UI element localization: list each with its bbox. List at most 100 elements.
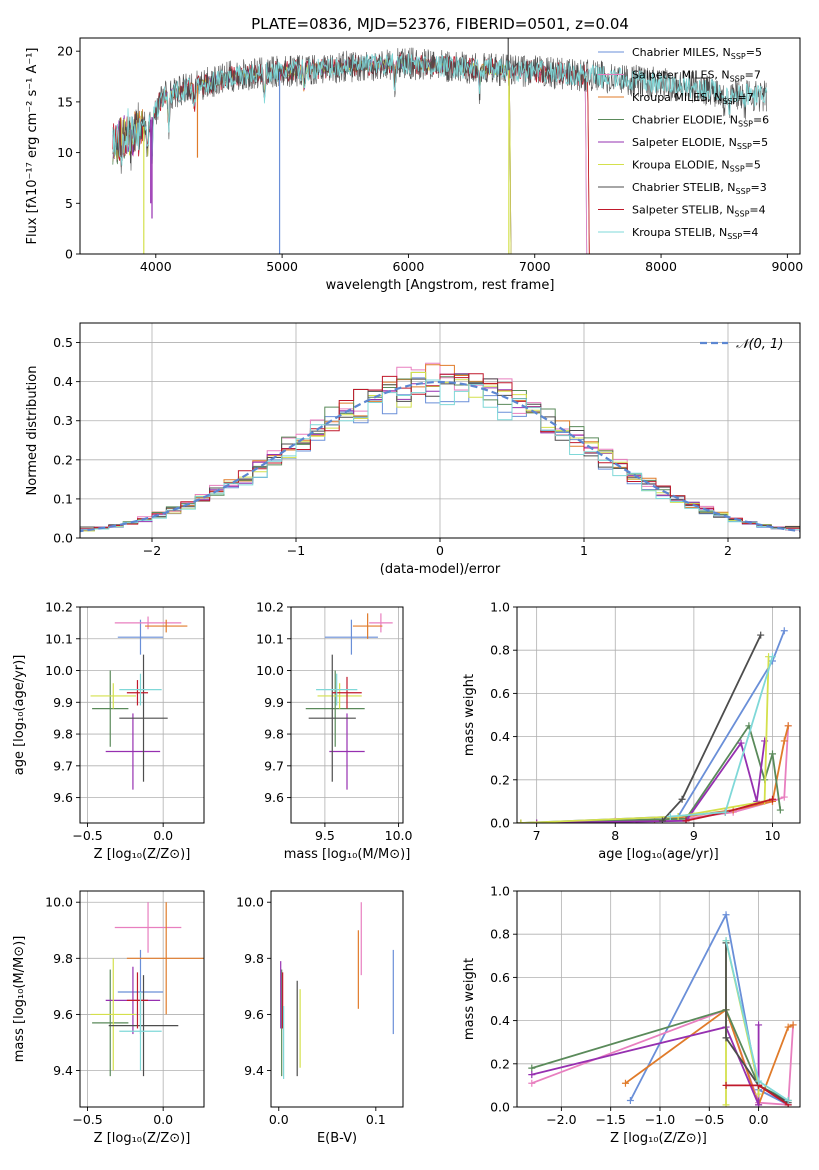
weight-marker — [784, 1023, 792, 1031]
y-tick-label: 10.0 — [236, 895, 264, 910]
x-tick-label: 0.0 — [269, 1112, 289, 1127]
spectrum-line — [112, 53, 768, 166]
weight-marker — [621, 1079, 629, 1087]
weight-line — [520, 723, 782, 823]
plot-area — [528, 911, 797, 1107]
legend-subscript: SSP — [731, 52, 746, 61]
y-tick-label: 0.0 — [490, 1100, 510, 1115]
weight-marker — [722, 1034, 730, 1042]
y-axis-label: mass weight — [462, 958, 477, 1040]
weight-marker — [626, 1097, 634, 1105]
x-tick-label: 4000 — [140, 259, 172, 274]
weight-marker — [776, 806, 784, 814]
plot-area — [112, 38, 768, 254]
y-tick-label: 9.6 — [244, 1007, 264, 1022]
weight-marker — [528, 1079, 536, 1087]
mass-vs-extinction-panel: 0.0 0.1 9.4 9.6 9.8 10.0 E(B-V) — [236, 890, 404, 1146]
y-tick-label: 0 — [65, 247, 73, 262]
weight-marker — [768, 795, 776, 803]
weight-vs-age-panel: 7 8 9 10 0.0 0.2 0.4 0.6 0.8 1.0 age [log₁₀(age/yr… — [462, 600, 801, 862]
x-tick-label: 7 — [533, 828, 541, 843]
weight-marker — [784, 1097, 792, 1105]
weight-marker — [789, 1021, 797, 1029]
axes-frame: 7 8 9 10 0.0 0.2 0.4 0.6 0.8 1.0 age [log₁₀(age/yr… — [462, 600, 801, 862]
legend-label: Salpeter STELIB, NSSP=4 — [632, 204, 766, 219]
spectrum-line — [112, 47, 767, 174]
legend-label: Salpeter ELODIE, NSSP=5 — [632, 136, 768, 151]
legend-count: =3 — [751, 181, 767, 194]
weight-marker — [768, 750, 776, 758]
age-vs-mass-panel: 9.5 10.0 9.6 9.7 9.8 9.9 10.0 10.1 10.2 mass [log… — [256, 600, 412, 863]
axes-frame: −2 −1 0 1 2 0.0 0.1 0.2 0.3 0.4 0.5 (data-model)/er… — [25, 322, 801, 577]
legend-count: =4 — [749, 204, 765, 217]
legend-count: =5 — [752, 136, 768, 149]
axes-frame: 9.5 10.0 9.6 9.7 9.8 9.9 10.0 10.1 10.2 mass [log… — [256, 600, 412, 863]
axes-box — [270, 890, 404, 1108]
legend-count: =4 — [742, 226, 758, 239]
y-tick-label: 0.4 — [53, 374, 73, 389]
weight-vs-metallicity-panel: −2.0 −1.5 −1.0 −0.5 0.0 0.0 0.2 0.4 0.6 0.8 1.0 Z [… — [462, 884, 801, 1146]
x-tick-label: −0.5 — [72, 828, 102, 843]
x-tick-label: 8 — [611, 828, 619, 843]
y-tick-label: 10.0 — [45, 663, 73, 678]
weight-marker — [722, 937, 730, 945]
weight-line — [531, 1024, 760, 1106]
legend-label: Kroupa ELODIE, NSSP=5 — [632, 159, 761, 174]
y-tick-label: 10.1 — [256, 631, 284, 646]
y-tick-label: 0.2 — [490, 1056, 510, 1071]
x-tick-label: −2 — [143, 543, 161, 558]
legend-label: Chabrier STELIB, NSSP=3 — [632, 181, 767, 196]
weight-marker — [722, 1101, 730, 1107]
plot-area — [90, 616, 188, 790]
y-tick-label: 10.0 — [256, 663, 284, 678]
y-tick-label: 9.8 — [53, 727, 73, 742]
weight-line — [520, 630, 786, 823]
x-tick-label: 9000 — [771, 259, 803, 274]
x-tick-label: −1.5 — [595, 1112, 625, 1127]
x-tick-label: 9 — [690, 828, 698, 843]
y-tick-label: 9.6 — [53, 790, 73, 805]
y-tick-label: 0.5 — [53, 335, 73, 350]
legend-subscript: SSP — [730, 165, 745, 174]
y-tick-label: 1.0 — [490, 600, 510, 615]
y-tick-label: 0.0 — [53, 531, 73, 546]
figure-title: PLATE=0836, MJD=52376, FIBERID=0501, z=0… — [251, 15, 629, 33]
y-tick-label: 10.2 — [256, 600, 284, 615]
legend-subscript: SSP — [722, 97, 737, 106]
legend-count: =7 — [745, 69, 761, 82]
x-tick-label: −1 — [287, 543, 305, 558]
weight-marker — [722, 911, 730, 919]
x-tick-label: 0.1 — [366, 1112, 386, 1127]
x-tick-label: 0.0 — [153, 828, 173, 843]
legend-count: =5 — [745, 159, 761, 172]
axes-box — [79, 890, 205, 1108]
y-tick-label: 0.1 — [53, 491, 73, 506]
x-tick-label: −0.5 — [694, 1112, 724, 1127]
axes-frame: 4000 5000 6000 7000 8000 9000 0 5 10 15 20 waveleng… — [25, 37, 803, 293]
weight-marker — [755, 1101, 763, 1107]
weight-marker — [528, 1071, 536, 1079]
x-axis-label: age [log₁₀(age/yr)] — [598, 847, 719, 862]
x-tick-label: −2.0 — [546, 1112, 576, 1127]
y-axis-label: Flux [fλ10⁻¹⁷ erg cm⁻² s⁻¹ A⁻¹] — [25, 48, 40, 245]
legend-label: Chabrier MILES, NSSP=5 — [632, 46, 762, 61]
spectrum-panel: 4000 5000 6000 7000 8000 9000 0 5 10 15 20 waveleng… — [25, 37, 803, 293]
weight-marker — [721, 808, 729, 816]
histogram-step — [80, 362, 800, 531]
legend-count: =7 — [737, 91, 753, 104]
weight-marker — [658, 817, 666, 823]
legend-subscript: SSP — [734, 210, 749, 219]
weight-marker — [533, 819, 541, 823]
x-tick-label: 10 — [765, 828, 781, 843]
legend-count: =6 — [753, 114, 769, 127]
y-tick-label: 9.6 — [53, 1007, 73, 1022]
y-tick-label: 10.0 — [45, 895, 73, 910]
legend-label: Salpeter MILES, NSSP=7 — [632, 69, 761, 84]
x-tick-label: 0.0 — [153, 1112, 173, 1127]
weight-marker — [755, 1077, 763, 1085]
x-axis-label: mass [log₁₀(M/M⊙)] — [284, 847, 411, 862]
weight-marker — [666, 813, 674, 821]
weight-marker — [737, 739, 745, 747]
weight-line — [536, 725, 790, 823]
y-tick-label: 20 — [57, 44, 73, 59]
